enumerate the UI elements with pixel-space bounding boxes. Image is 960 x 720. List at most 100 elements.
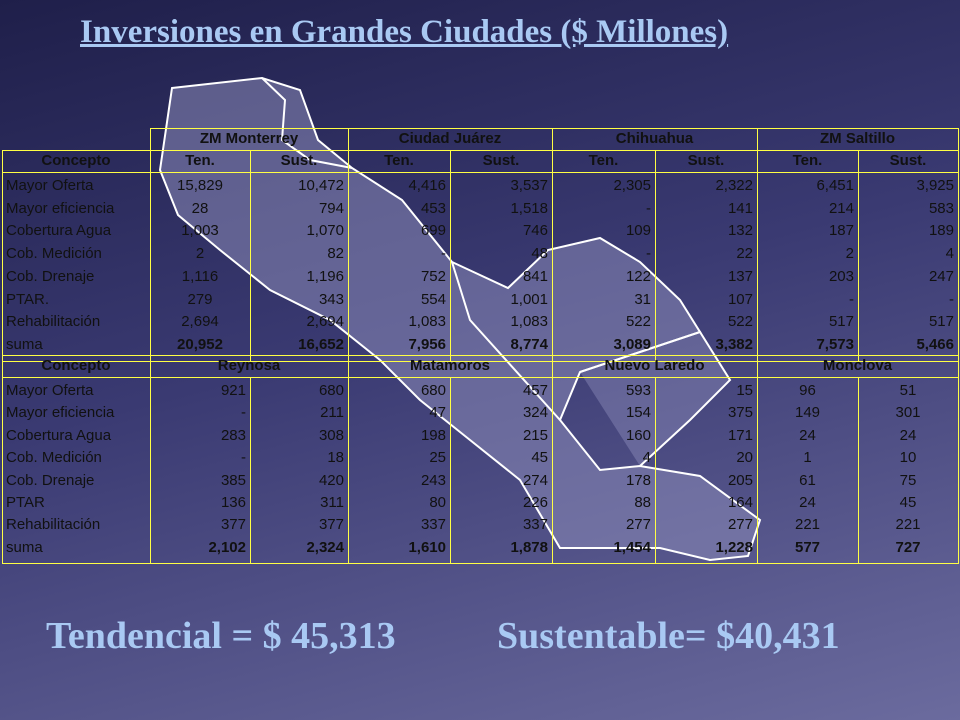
title: Inversiones en Grandes Ciudades ($ Millo… — [80, 14, 729, 50]
table-cell: 375 — [727, 404, 753, 422]
table-cell: 279 — [187, 290, 213, 308]
table-cell: 45 — [899, 494, 917, 511]
city-header: Chihuahua — [615, 130, 694, 147]
column-box — [858, 172, 959, 362]
table-cell: Mayor Oferta — [6, 177, 94, 194]
table-cell: 45 — [531, 449, 548, 467]
table-cell: 187 — [828, 222, 854, 240]
table-cell: 4 — [945, 245, 954, 263]
table-cell: 2 — [195, 245, 205, 263]
table-cell: 51 — [899, 382, 917, 399]
column-header: Ten. — [185, 152, 215, 169]
table-cell: 5,466 — [916, 335, 954, 353]
table-cell: 75 — [899, 471, 917, 489]
table-cell: 343 — [318, 290, 344, 308]
table-cell: 132 — [727, 222, 753, 240]
footer-sustentable: Sustentable= $40,431 — [497, 615, 840, 657]
city-header: ZM Saltillo — [820, 130, 895, 147]
table-cell: 337 — [522, 516, 548, 534]
table-cell: 96 — [799, 382, 816, 399]
table-cell: 1,116 — [181, 267, 219, 285]
table-cell: 31 — [634, 290, 651, 308]
table-cell: 1,518 — [510, 199, 548, 217]
table-cell: Mayor Oferta — [6, 382, 94, 399]
table-cell: 277 — [727, 516, 753, 534]
table-cell: 3,089 — [613, 335, 651, 353]
table-cell: 221 — [794, 516, 821, 534]
table-cell: 4 — [642, 449, 651, 467]
table-cell: 203 — [828, 267, 854, 285]
table-cell: 2,694 — [306, 313, 344, 331]
table-cell: 308 — [318, 426, 344, 444]
table-cell: 1 — [803, 449, 812, 467]
table-cell: Mayor eficiencia — [6, 199, 115, 217]
table-cell: 8,774 — [510, 335, 548, 353]
table-cell: 2 — [845, 245, 854, 263]
table-cell: 385 — [220, 471, 246, 489]
table-cell: 189 — [928, 222, 954, 240]
column-header: Ten. — [384, 152, 414, 169]
table-cell: 107 — [727, 290, 753, 308]
table-cell: Mayor eficiencia — [6, 404, 115, 422]
table-cell: 178 — [625, 471, 651, 489]
table-cell: 583 — [928, 199, 954, 217]
city-header: ZM Monterrey — [199, 130, 299, 147]
table-cell: 3,537 — [510, 177, 548, 194]
table-cell: 1,878 — [510, 538, 548, 556]
table-cell: 24 — [799, 494, 816, 511]
table-cell: 593 — [625, 382, 651, 399]
table-cell: 247 — [928, 267, 954, 285]
table-cell: Cob. Drenaje — [6, 471, 95, 489]
table-cell: 22 — [736, 245, 753, 263]
table-cell: 324 — [522, 404, 548, 422]
column-header: Ten. — [792, 152, 823, 169]
table-cell: suma — [6, 335, 43, 353]
table-cell: 109 — [625, 222, 651, 240]
table-cell: 699 — [420, 222, 446, 240]
table-cell: 457 — [522, 382, 548, 399]
table-cell: 1,454 — [613, 538, 651, 556]
table-cell: 680 — [318, 382, 344, 399]
table-cell: 48 — [531, 245, 548, 263]
table-cell: 88 — [634, 494, 651, 511]
column-header: Sust. — [482, 152, 520, 169]
table-cell: 794 — [318, 199, 344, 217]
table-cell: 311 — [320, 494, 344, 511]
table-cell: 1,083 — [510, 313, 548, 331]
table-cell: 841 — [522, 267, 548, 285]
column-header: Ten. — [588, 152, 619, 169]
table-cell: 20,952 — [177, 335, 223, 353]
table-cell: - — [849, 290, 854, 308]
table-cell: 517 — [928, 313, 954, 331]
table-cell: 274 — [522, 471, 548, 489]
table-cell: Rehabilitación — [6, 516, 101, 534]
table-cell: - — [646, 245, 651, 263]
table-cell: 226 — [522, 494, 548, 511]
table-cell: 47 — [429, 404, 446, 422]
table-cell: - — [441, 245, 446, 263]
table-cell: 221 — [895, 516, 921, 534]
table-cell: 160 — [625, 426, 651, 444]
table-cell: 137 — [727, 267, 753, 285]
table-cell: 1,196 — [306, 267, 344, 285]
table-cell: 141 — [727, 199, 753, 217]
table-cell: 171 — [727, 426, 753, 444]
city-header: Reynosa — [217, 357, 281, 374]
table-cell: 3,382 — [715, 335, 753, 353]
table-cell: 1,001 — [510, 290, 548, 308]
table-cell: 1,083 — [408, 313, 446, 331]
table-cell: 1,003 — [181, 222, 219, 240]
table-cell: 25 — [429, 449, 446, 467]
table-cell: 198 — [420, 426, 446, 444]
table-cell: - — [241, 449, 246, 467]
table-cell: 122 — [625, 267, 651, 285]
table-cell: 136 — [220, 494, 246, 511]
column-header: Concepto — [41, 152, 111, 169]
table-cell: 24 — [799, 426, 816, 444]
table-cell: 7,573 — [816, 335, 854, 353]
table-cell: Cobertura Agua — [6, 426, 112, 444]
table-cell: 18 — [327, 449, 344, 467]
city-header: Ciudad Juárez — [398, 130, 502, 147]
table-cell: 746 — [522, 222, 548, 240]
table-cell: 2,322 — [715, 177, 753, 194]
